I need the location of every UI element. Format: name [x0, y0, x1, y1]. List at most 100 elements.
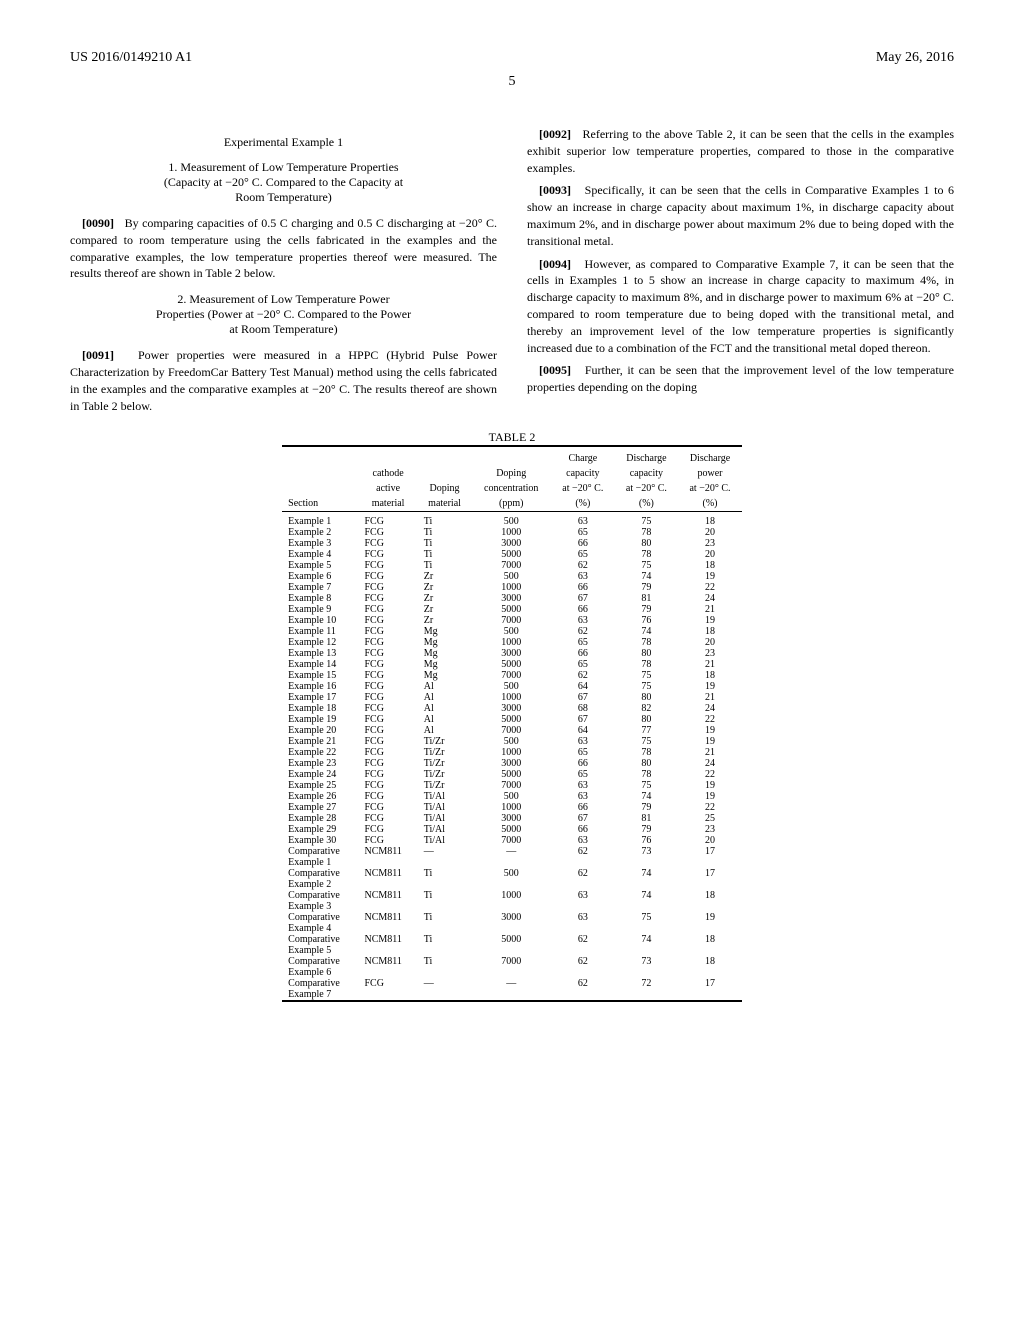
cell-charge: 67: [551, 813, 615, 824]
cell-power: 21: [678, 659, 742, 670]
cell-section: Example 6: [282, 967, 358, 978]
cell-discharge: 80: [615, 692, 679, 703]
cell-power: 19: [678, 736, 742, 747]
table-row: Example 13FCGMg3000668023: [282, 648, 742, 659]
table-row: Example 2FCGTi1000657820: [282, 527, 742, 538]
cell-section: Example 8: [282, 593, 358, 604]
cell-section: Comparative: [282, 846, 358, 857]
cell-discharge: 80: [615, 758, 679, 769]
cell-power: 17: [678, 868, 742, 879]
cell-section: Example 1: [282, 857, 358, 868]
cell-doping: Mg: [418, 626, 472, 637]
cell-cathode: FCG: [358, 560, 417, 571]
cell-conc: 5000: [471, 934, 551, 945]
table-row: Example 10FCGZr7000637619: [282, 615, 742, 626]
table-row: ComparativeNCM811Ti500627417: [282, 868, 742, 879]
para-0090: [0090] By comparing capacities of 0.5 C …: [70, 215, 497, 282]
cell-doping: Mg: [418, 648, 472, 659]
cell-discharge: 75: [615, 516, 679, 527]
cell-discharge: 78: [615, 659, 679, 670]
cell-doping: Zr: [418, 593, 472, 604]
cell-power: 22: [678, 802, 742, 813]
table-row: ComparativeNCM811Ti5000627418: [282, 934, 742, 945]
cell-charge: 65: [551, 527, 615, 538]
table-row: ComparativeNCM811Ti1000637418: [282, 890, 742, 901]
table-row: Example 1: [282, 857, 742, 868]
pub-number: US 2016/0149210 A1: [70, 50, 192, 66]
cell-charge: 68: [551, 703, 615, 714]
data-table: Charge Discharge Discharge cathode Dopin…: [282, 445, 742, 1002]
cell-conc: 500: [471, 736, 551, 747]
cell-section: Example 29: [282, 824, 358, 835]
cell-doping: Zr: [418, 615, 472, 626]
cell-charge: 66: [551, 758, 615, 769]
cell-doping: Ti/Zr: [418, 747, 472, 758]
para-0091: [0091] Power properties were measured in…: [70, 347, 497, 414]
cell-section: Example 3: [282, 901, 358, 912]
table-row: Example 1FCGTi500637518: [282, 516, 742, 527]
cell-charge: 63: [551, 516, 615, 527]
cell-doping: Ti/Al: [418, 813, 472, 824]
cell-conc: 7000: [471, 615, 551, 626]
cell-section: Example 21: [282, 736, 358, 747]
table-row: Example 19FCGAl5000678022: [282, 714, 742, 725]
cell-cathode: FCG: [358, 736, 417, 747]
table-row: Example 28FCGTi/Al3000678125: [282, 813, 742, 824]
cell-charge: 63: [551, 736, 615, 747]
cell-charge: 65: [551, 769, 615, 780]
experimental-title: Experimental Example 1: [70, 135, 497, 150]
cell-discharge: 78: [615, 637, 679, 648]
cell-doping: Al: [418, 725, 472, 736]
pub-date: May 26, 2016: [876, 50, 954, 66]
cell-power: 19: [678, 725, 742, 736]
right-column: [0092] Referring to the above Table 2, i…: [527, 120, 954, 420]
cell-cathode: FCG: [358, 538, 417, 549]
cell-section: Comparative: [282, 912, 358, 923]
cell-charge: 62: [551, 626, 615, 637]
table-body: Example 1FCGTi500637518Example 2FCGTi100…: [282, 516, 742, 1001]
cell-conc: 500: [471, 626, 551, 637]
cell-charge: 66: [551, 582, 615, 593]
cell-section: Example 23: [282, 758, 358, 769]
cell-doping: Ti: [418, 549, 472, 560]
cell-section: Example 5: [282, 945, 358, 956]
cell-discharge: 79: [615, 824, 679, 835]
cell-conc: 7000: [471, 560, 551, 571]
table-row: ComparativeNCM811Ti7000627318: [282, 956, 742, 967]
cell-discharge: 73: [615, 846, 679, 857]
cell-conc: 1000: [471, 802, 551, 813]
cell-conc: 7000: [471, 956, 551, 967]
cell-section: Example 4: [282, 549, 358, 560]
cell-discharge: 80: [615, 714, 679, 725]
cell-charge: 67: [551, 692, 615, 703]
cell-conc: 500: [471, 868, 551, 879]
cell-power: 23: [678, 824, 742, 835]
cell-discharge: 81: [615, 813, 679, 824]
cell-conc: 7000: [471, 835, 551, 846]
cell-cathode: FCG: [358, 626, 417, 637]
cell-cathode: FCG: [358, 681, 417, 692]
cell-doping: Ti/Al: [418, 802, 472, 813]
cell-charge: 66: [551, 538, 615, 549]
cell-discharge: 78: [615, 769, 679, 780]
cell-section: Comparative: [282, 868, 358, 879]
cell-conc: —: [471, 846, 551, 857]
cell-cathode: NCM811: [358, 956, 417, 967]
cell-charge: 63: [551, 791, 615, 802]
cell-doping: Ti: [418, 934, 472, 945]
cell-cathode: FCG: [358, 703, 417, 714]
cell-section: Example 10: [282, 615, 358, 626]
cell-cathode: FCG: [358, 791, 417, 802]
cell-power: 20: [678, 637, 742, 648]
th-section: Section: [282, 496, 358, 512]
cell-cathode: FCG: [358, 571, 417, 582]
cell-conc: 5000: [471, 549, 551, 560]
cell-discharge: 73: [615, 956, 679, 967]
cell-charge: 66: [551, 802, 615, 813]
cell-power: 18: [678, 890, 742, 901]
cell-doping: —: [418, 846, 472, 857]
cell-charge: 63: [551, 780, 615, 791]
cell-doping: Ti: [418, 956, 472, 967]
th-power: Discharge: [678, 451, 742, 466]
table-row: Example 11FCGMg500627418: [282, 626, 742, 637]
